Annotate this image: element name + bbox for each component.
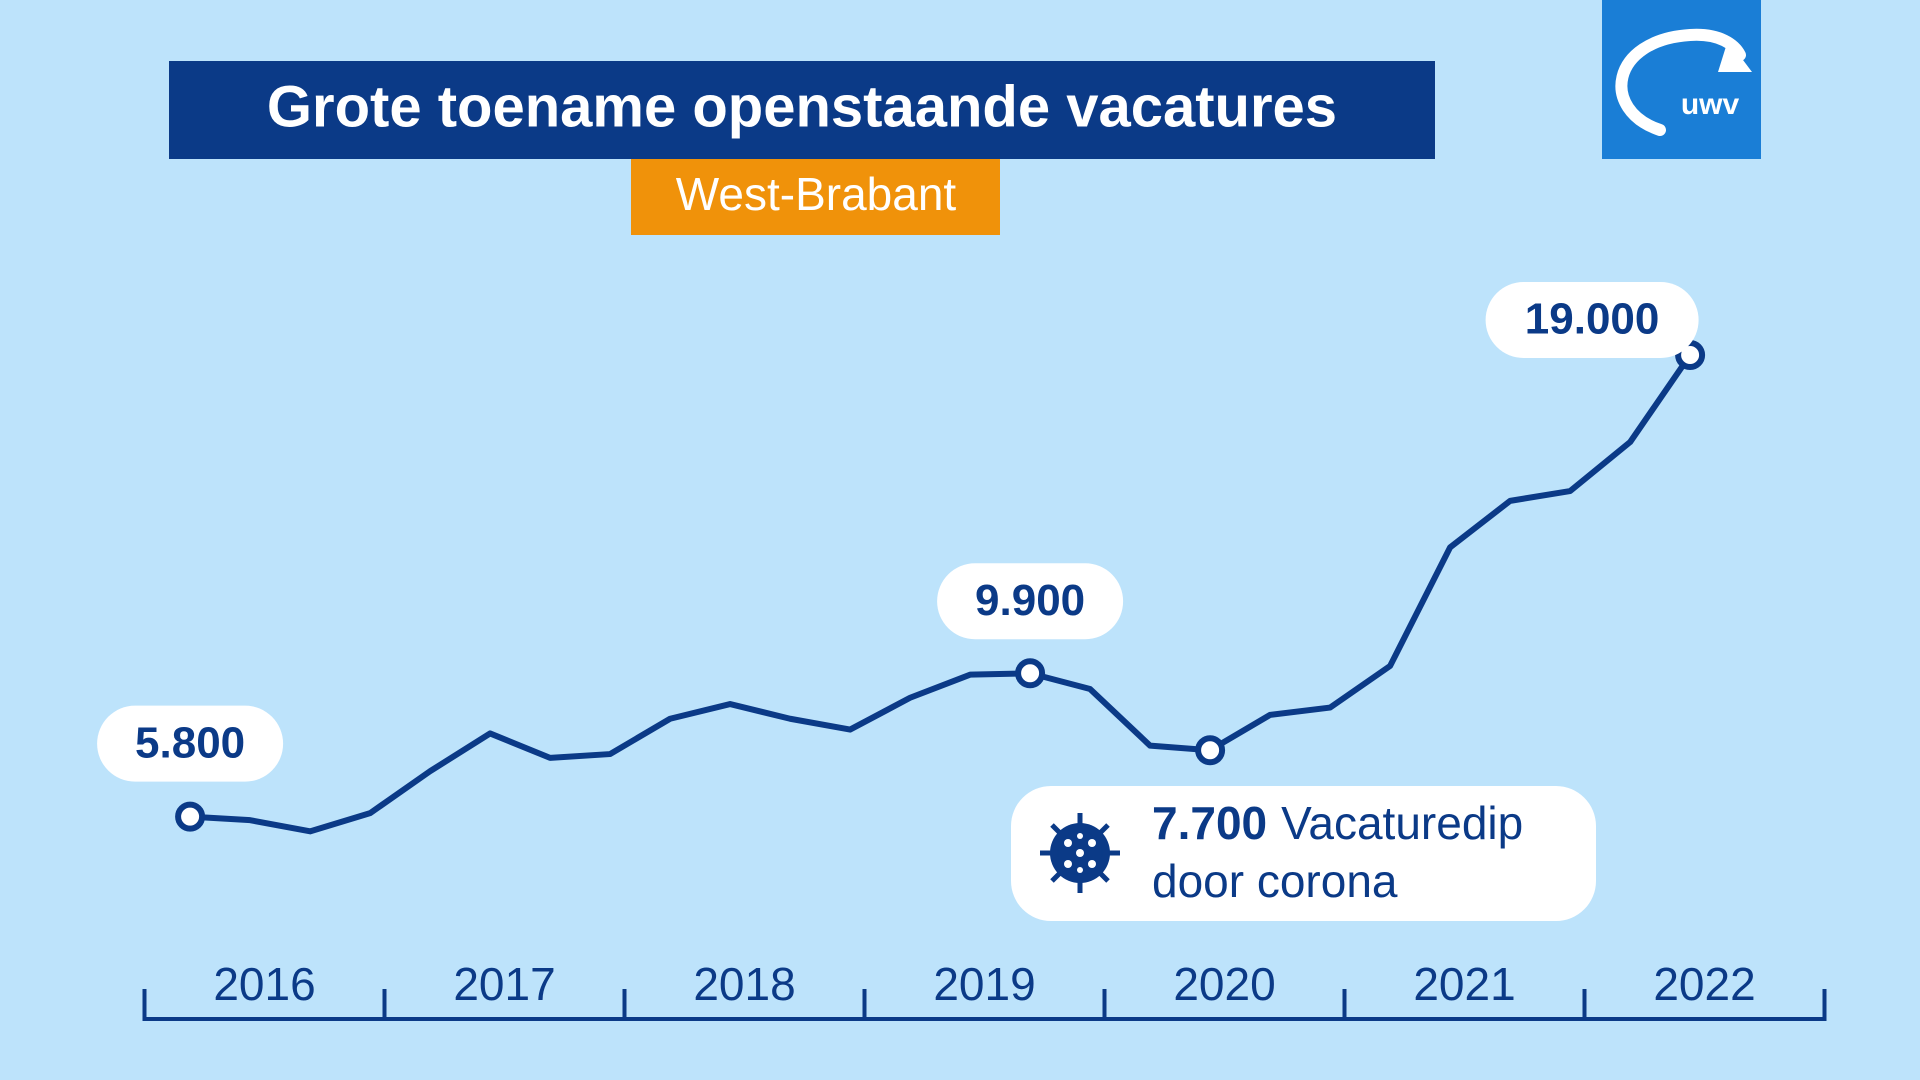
logo-box [1602, 0, 1761, 159]
annotation-line: 7.700 Vacaturedip [1152, 797, 1523, 849]
x-tick-label: 2016 [213, 958, 315, 1010]
annotation-text: door corona [1152, 855, 1398, 907]
chart-title: Grote toename openstaande vacatures [267, 74, 1337, 139]
annotation-text: Vacaturedip [1281, 797, 1523, 849]
value-label: 9.900 [975, 576, 1085, 625]
value-label-box [937, 563, 1124, 640]
value-label-box [1485, 282, 1699, 359]
x-tick-label: 2020 [1173, 958, 1275, 1010]
virus-icon [1040, 813, 1120, 893]
value-label: 19.000 [1525, 295, 1660, 344]
x-tick-label: 2019 [933, 958, 1035, 1010]
value-label: 5.800 [135, 718, 245, 767]
x-tick-label: 2022 [1653, 958, 1755, 1010]
x-tick-label: 2017 [453, 958, 555, 1010]
logo-text: uwv [1681, 88, 1740, 121]
logo-swoosh [1615, 28, 1746, 136]
logo-arrow [1718, 40, 1752, 72]
subtitle: West-Brabant [676, 168, 957, 220]
subtitle-box [631, 159, 1000, 235]
logo: uwv [1602, 0, 1761, 159]
annotation-box [1011, 786, 1596, 921]
x-tick-label: 2018 [693, 958, 795, 1010]
data-point [175, 801, 206, 832]
x-tick-label: 2021 [1413, 958, 1515, 1010]
data-point [1195, 735, 1226, 766]
title-box [169, 61, 1435, 159]
data-point [1015, 658, 1046, 689]
value-label-box [97, 705, 284, 782]
data-line [189, 353, 1693, 835]
annotation-value: 7.700 [1152, 797, 1267, 849]
